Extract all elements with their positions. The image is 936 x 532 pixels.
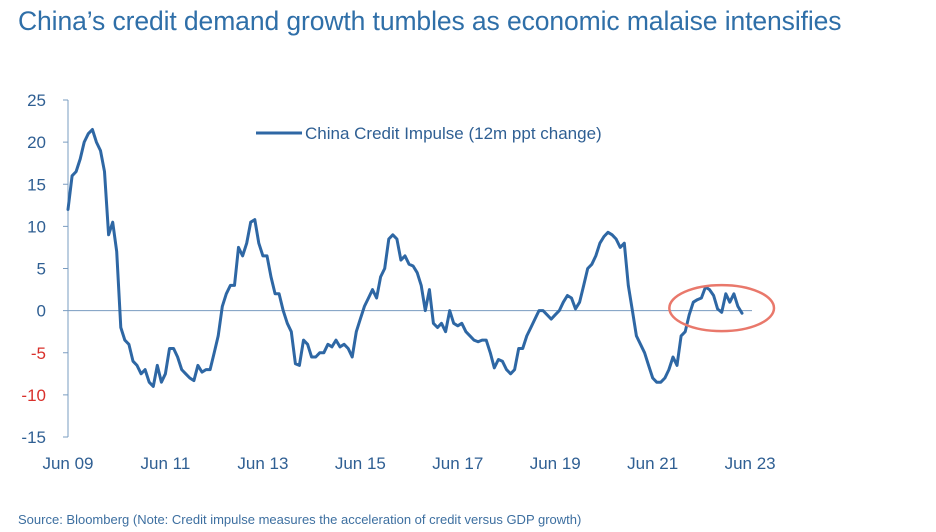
y-tick-label: 25 [27, 91, 46, 110]
x-tick-label: Jun 15 [335, 454, 386, 473]
y-tick-label: -10 [21, 386, 46, 405]
highlight-ellipse [668, 283, 776, 333]
y-tick-label: -5 [31, 344, 46, 363]
x-tick-label: Jun 17 [432, 454, 483, 473]
x-tick-label: Jun 19 [530, 454, 581, 473]
x-tick-label: Jun 09 [42, 454, 93, 473]
x-tick-label: Jun 23 [725, 454, 776, 473]
y-tick-label: 5 [37, 260, 46, 279]
x-tick-label: Jun 13 [237, 454, 288, 473]
legend-label-credit-impulse: China Credit Impulse (12m ppt change) [305, 124, 602, 143]
y-tick-label: 15 [27, 175, 46, 194]
series-line-credit-impulse [66, 128, 744, 388]
highlight-annotation [668, 283, 776, 333]
chart-axes [67, 100, 752, 437]
x-axis-ticks: Jun 09 Jun 11 Jun 13 Jun 15 Jun 17 Jun 19 Jun … [42, 454, 775, 473]
y-tick-label: 20 [27, 133, 46, 152]
y-axis-ticks: 25 20 15 10 5 0 -5 -10 -15 [21, 91, 68, 447]
x-tick-label: Jun 11 [141, 454, 191, 473]
source-note: Source: Bloomberg (Note: Credit impulse … [18, 512, 582, 527]
x-tick-label: Jun 21 [627, 454, 678, 473]
y-tick-label: 0 [37, 302, 46, 321]
chart-title: China’s credit demand growth tumbles as … [18, 6, 842, 36]
legend: China Credit Impulse (12m ppt change) [256, 124, 602, 143]
y-tick-label: 10 [27, 217, 46, 236]
series-lines [66, 128, 744, 388]
y-tick-label: -15 [21, 428, 46, 447]
